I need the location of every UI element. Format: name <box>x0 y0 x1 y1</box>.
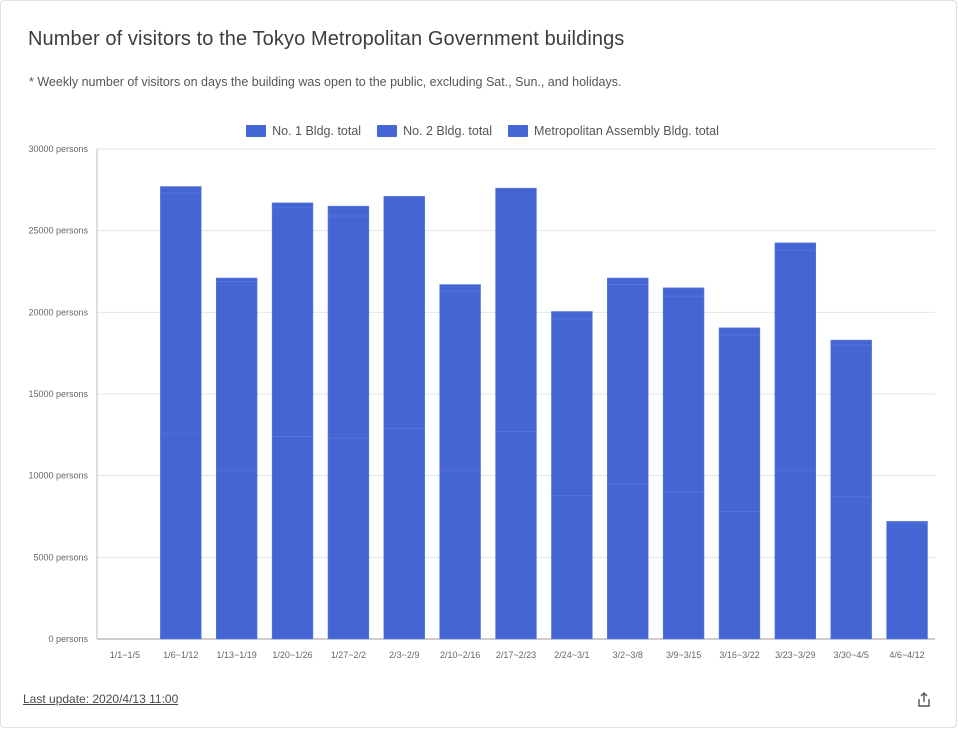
x-tick-label: 2/24~3/1 <box>554 650 589 660</box>
bar-segment <box>551 494 593 640</box>
chart-subtitle: * Weekly number of visitors on days the … <box>29 75 622 89</box>
legend-label: No. 1 Bldg. total <box>272 124 362 138</box>
x-tick-label: 3/30~4/5 <box>834 650 869 660</box>
bar-segment <box>215 470 258 640</box>
y-tick-label: 0 persons <box>48 634 88 644</box>
bar-segment <box>551 311 593 320</box>
bar-segment <box>327 205 370 217</box>
bar-segment <box>439 470 481 640</box>
bar-segment <box>886 521 928 524</box>
x-tick-label: 3/16~3/22 <box>719 650 759 660</box>
x-tick-label: 1/1~1/5 <box>110 650 140 660</box>
x-tick-label: 4/6~4/12 <box>889 650 924 660</box>
x-tick-label: 1/13~1/19 <box>217 650 257 660</box>
legend-label: No. 2 Bldg. total <box>403 124 493 138</box>
y-tick-label: 10000 persons <box>28 471 88 481</box>
x-tick-label: 1/27~2/2 <box>331 650 366 660</box>
legend-item[interactable]: No. 1 Bldg. total <box>246 124 361 138</box>
bar-segment <box>607 277 649 285</box>
bar-segment <box>718 327 761 336</box>
bar-segment <box>774 249 817 472</box>
x-tick-label: 1/6~1/12 <box>163 650 198 660</box>
y-tick-label: 5000 persons <box>33 552 88 562</box>
bar-segment <box>830 339 872 346</box>
bar-segment <box>271 202 314 209</box>
y-tick-label: 20000 persons <box>28 307 88 317</box>
bar-segment <box>774 470 817 640</box>
bar-segment <box>662 287 705 297</box>
bar-segment <box>215 280 258 472</box>
legend-swatch <box>508 125 529 137</box>
bar-segment <box>160 432 202 640</box>
bar-segment <box>160 186 202 194</box>
bar-segment <box>830 496 872 640</box>
x-tick-label: 3/23~3/29 <box>775 650 815 660</box>
bar-segment <box>439 290 481 472</box>
bar-segment <box>718 334 761 512</box>
bar-segment <box>160 192 202 434</box>
y-tick-label: 25000 persons <box>28 226 88 236</box>
legend-item[interactable]: No. 2 Bldg. total <box>377 124 492 138</box>
bar-segment <box>551 318 593 496</box>
bar-segment <box>383 196 425 429</box>
bar-segment <box>774 242 817 251</box>
share-icon[interactable] <box>915 691 933 709</box>
chart-legend: No. 1 Bldg. total No. 2 Bldg. total Metrop… <box>0 124 959 138</box>
bar-segment <box>271 207 314 437</box>
x-tick-label: 2/17~2/23 <box>496 650 536 660</box>
bar-segment <box>327 215 370 439</box>
stacked-bar-chart: 0 persons 5000 persons 10000 persons 15000 … <box>28 144 935 660</box>
bar-segment <box>495 187 537 432</box>
last-update-link[interactable]: Last update: 2020/4/13 11:00 <box>23 692 179 706</box>
bar-segment <box>439 284 481 292</box>
legend-label: Metropolitan Assembly Bldg. total <box>534 124 719 138</box>
x-tick-label: 1/20~1/26 <box>272 650 312 660</box>
bar-segment <box>215 277 258 282</box>
bar-segment <box>662 491 705 640</box>
chart-title: Number of visitors to the Tokyo Metropol… <box>28 28 625 50</box>
x-tick-label: 3/9~3/15 <box>666 650 701 660</box>
bar-segment <box>607 284 649 485</box>
bar-segment <box>271 436 314 640</box>
x-tick-label: 2/10~2/16 <box>440 650 480 660</box>
bar-segment <box>383 427 425 640</box>
bar-segment <box>327 437 370 640</box>
bar-segment <box>886 522 928 640</box>
legend-item[interactable]: Metropolitan Assembly Bldg. total <box>508 124 719 138</box>
y-tick-label: 30000 persons <box>28 144 88 154</box>
bar-segment <box>662 295 705 493</box>
bar-segment <box>607 483 649 640</box>
bar-segment <box>495 431 537 640</box>
y-tick-label: 15000 persons <box>28 389 88 399</box>
legend-swatch <box>377 125 398 137</box>
bar-segment <box>718 511 761 640</box>
bar-segment <box>830 344 872 498</box>
legend-swatch <box>246 125 267 137</box>
x-tick-label: 3/2~3/8 <box>613 650 643 660</box>
x-tick-label: 2/3~2/9 <box>389 650 419 660</box>
